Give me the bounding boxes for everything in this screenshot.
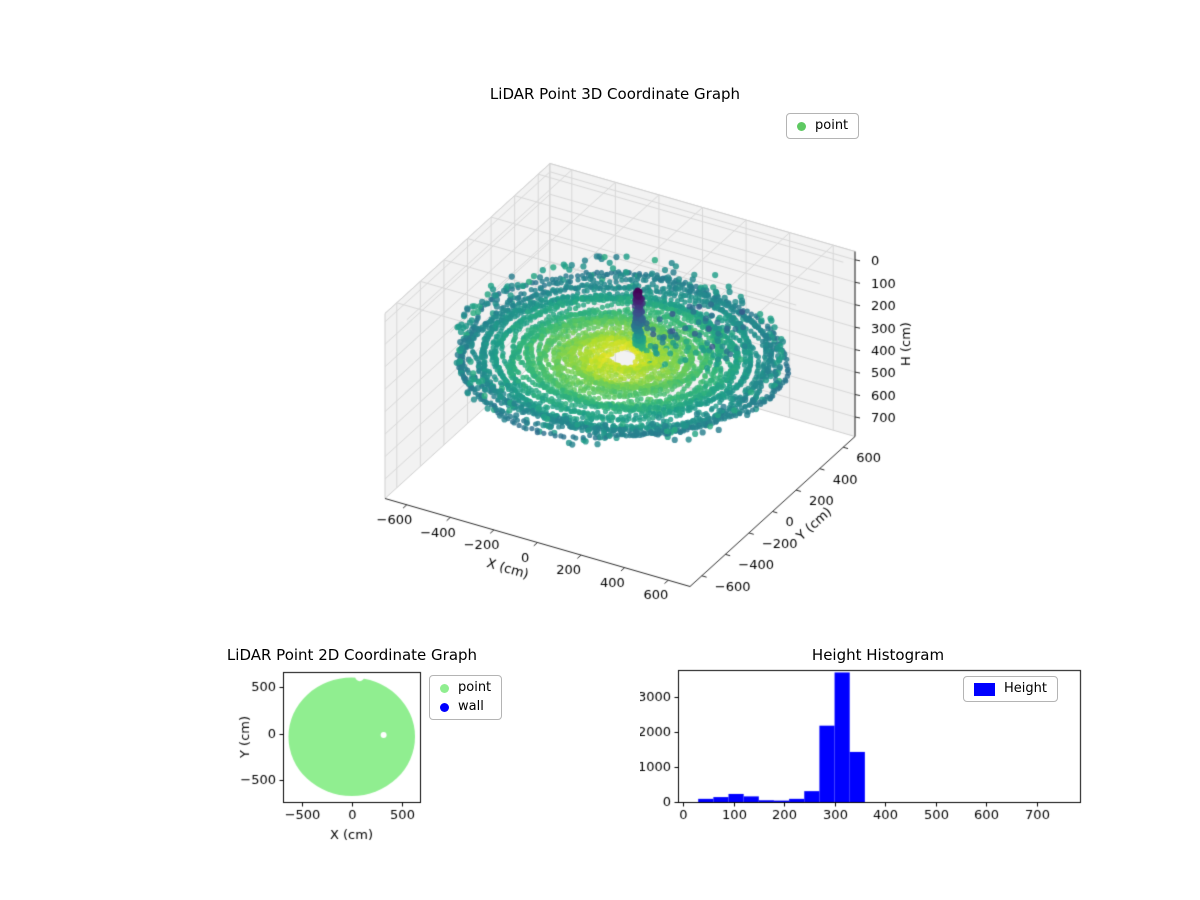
scatter2d-legend: point wall <box>429 675 503 720</box>
legend-item-point: point <box>440 681 491 695</box>
legend-label-point: point <box>815 118 849 133</box>
point-marker-icon <box>797 121 806 131</box>
scatter2d-canvas <box>230 640 530 860</box>
legend-label-wall: wall <box>458 699 484 714</box>
histogram-legend: Height <box>963 676 1058 702</box>
legend-label-point: point <box>458 680 492 695</box>
histogram-canvas <box>640 640 1100 860</box>
height-patch-icon <box>974 682 995 696</box>
scatter3d-canvas <box>280 100 960 660</box>
legend-label-height: Height <box>1004 681 1047 696</box>
wall-marker-icon <box>440 702 449 712</box>
legend-item-wall: wall <box>440 700 491 714</box>
legend-item-point: point <box>797 119 848 133</box>
point-marker-icon <box>440 683 449 693</box>
scatter3d-legend: point <box>786 113 860 139</box>
scatter3d-title: LiDAR Point 3D Coordinate Graph <box>489 85 741 103</box>
legend-item-height: Height <box>974 682 1047 696</box>
